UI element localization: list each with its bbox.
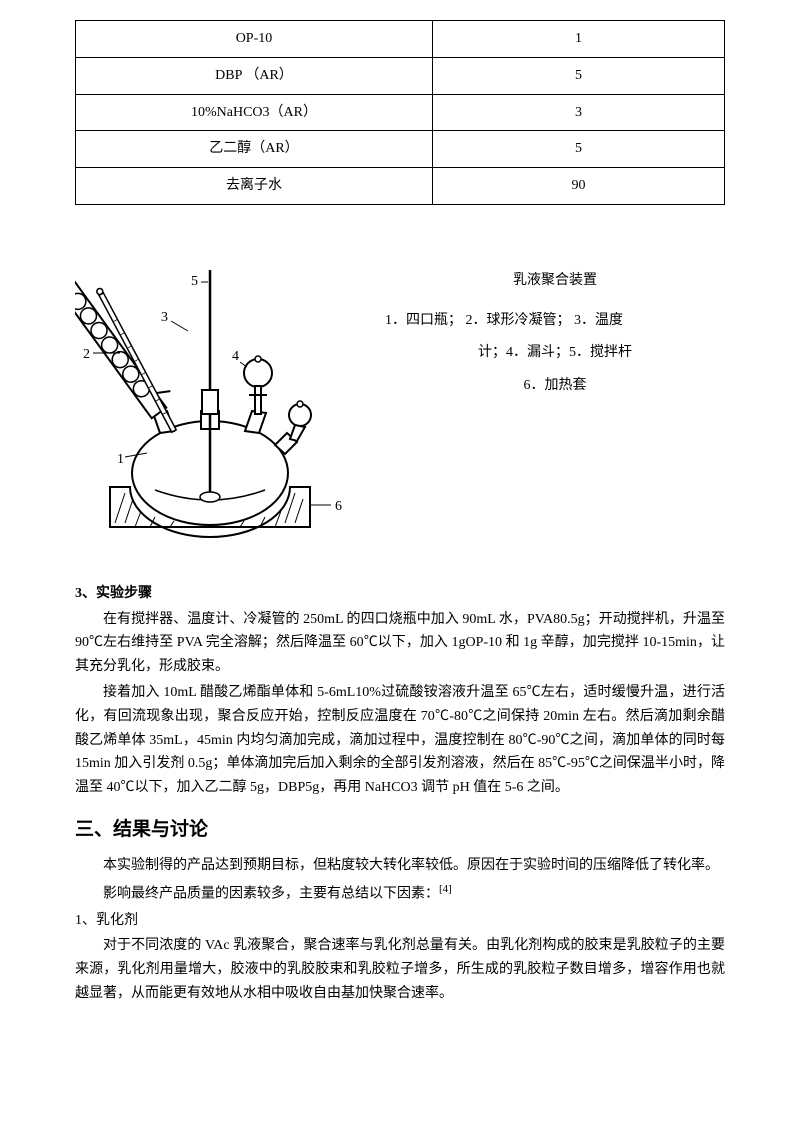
table-row: DBP （AR） 5 [76, 57, 725, 94]
addition-funnel [289, 401, 311, 441]
cell-material: DBP （AR） [76, 57, 433, 94]
steps-heading: 3、实验步骤 [75, 582, 725, 606]
cell-value: 1 [432, 21, 724, 58]
table-row: 乙二醇（AR） 5 [76, 131, 725, 168]
discussion-p2-text: 影响最终产品质量的因素较多，主要有总结以下因素： [103, 887, 439, 902]
table-row: OP-10 1 [76, 21, 725, 58]
discussion-p3: 对于不同浓度的 VAc 乳液聚合，聚合速率与乳化剂总量有关。由乳化剂构成的胶束是… [75, 934, 725, 1005]
cell-value: 3 [432, 94, 724, 131]
materials-table: OP-10 1 DBP （AR） 5 10%NaHCO3（AR） 3 乙二醇（A… [75, 20, 725, 205]
label-3: 3 [161, 310, 168, 325]
caption-title: 乳液聚合装置 [385, 265, 725, 297]
apparatus-figure: 1 2 3 4 5 6 乳液聚合装置 1．四口瓶； 2．球形冷凝管； 3．温度 … [75, 235, 725, 564]
cell-material: 去离子水 [76, 168, 433, 205]
label-6: 6 [335, 499, 342, 514]
caption-line3: 6．加热套 [385, 370, 725, 402]
figure-caption: 乳液聚合装置 1．四口瓶； 2．球形冷凝管； 3．温度 计；4．漏斗；5．搅拌杆… [385, 235, 725, 402]
cell-material: OP-10 [76, 21, 433, 58]
discussion-p1: 本实验制得的产品达到预期目标，但粘度较大转化率较低。原因在于实验时间的压缩降低了… [75, 854, 725, 878]
cell-material: 乙二醇（AR） [76, 131, 433, 168]
steps-p2: 接着加入 10mL 醋酸乙烯酯单体和 5-6mL10%过硫酸铵溶液升温至 65℃… [75, 681, 725, 800]
reference-marker: [4] [439, 883, 452, 895]
stirrer-paddle [200, 492, 220, 502]
caption-line1: 1．四口瓶； 2．球形冷凝管； 3．温度 [385, 305, 725, 337]
cell-material: 10%NaHCO3（AR） [76, 94, 433, 131]
label-1: 1 [117, 452, 124, 467]
cell-value: 5 [432, 131, 724, 168]
cell-value: 5 [432, 57, 724, 94]
apparatus-diagram: 1 2 3 4 5 6 [75, 235, 355, 564]
stirrer-sleeve [202, 390, 218, 414]
discussion-p2: 影响最终产品质量的因素较多，主要有总结以下因素：[4] [75, 880, 725, 906]
label-5: 5 [191, 274, 198, 289]
label-4: 4 [232, 349, 239, 364]
emulsifier-heading: 1、乳化剂 [75, 909, 725, 933]
funnel [244, 356, 272, 414]
table-row: 10%NaHCO3（AR） 3 [76, 94, 725, 131]
label-2: 2 [83, 347, 90, 362]
steps-p1: 在有搅拌器、温度计、冷凝管的 250mL 的四口烧瓶中加入 90mL 水，PVA… [75, 608, 725, 679]
apparatus-svg: 1 2 3 4 5 6 [75, 235, 355, 555]
discussion-heading: 三、结果与讨论 [75, 814, 725, 846]
caption-line2: 计；4．漏斗；5．搅拌杆 [385, 337, 725, 369]
cell-value: 90 [432, 168, 724, 205]
table-row: 去离子水 90 [76, 168, 725, 205]
